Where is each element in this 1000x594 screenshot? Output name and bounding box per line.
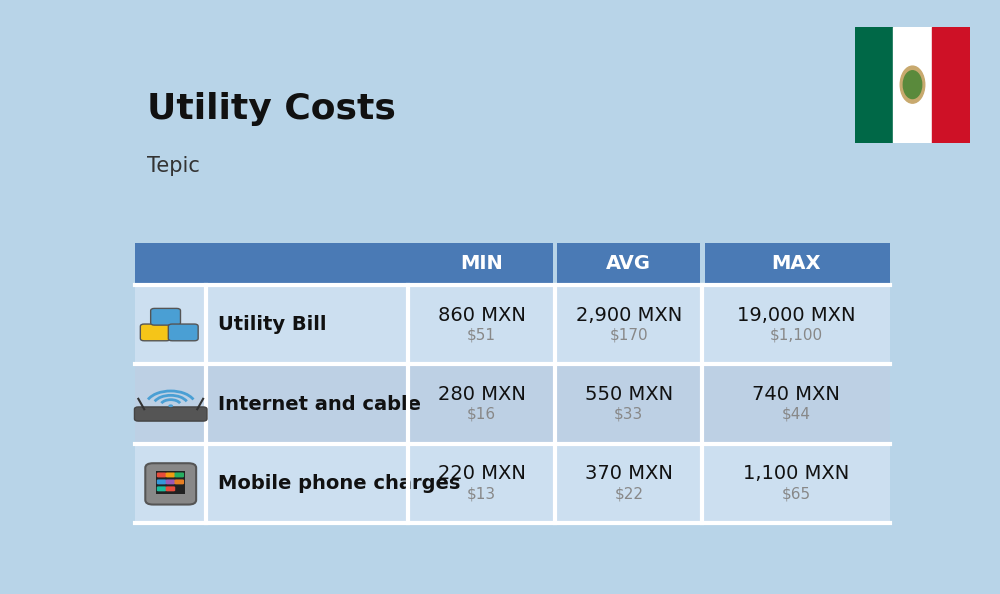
- FancyBboxPatch shape: [166, 486, 175, 491]
- Circle shape: [903, 71, 922, 99]
- Text: $22: $22: [614, 486, 643, 501]
- FancyBboxPatch shape: [157, 472, 166, 478]
- Text: Mobile phone charges: Mobile phone charges: [218, 474, 460, 493]
- Text: Utility Bill: Utility Bill: [218, 315, 326, 334]
- Text: Tepic: Tepic: [147, 156, 200, 176]
- FancyBboxPatch shape: [135, 364, 890, 444]
- FancyBboxPatch shape: [174, 479, 184, 484]
- FancyBboxPatch shape: [151, 308, 180, 325]
- Text: Utility Costs: Utility Costs: [147, 92, 396, 126]
- Text: Internet and cable: Internet and cable: [218, 394, 421, 413]
- Circle shape: [900, 66, 925, 103]
- Text: 220 MXN: 220 MXN: [438, 465, 525, 484]
- Text: $170: $170: [609, 327, 648, 342]
- Text: MIN: MIN: [460, 254, 503, 273]
- FancyBboxPatch shape: [135, 444, 890, 523]
- FancyBboxPatch shape: [166, 472, 175, 478]
- Circle shape: [168, 405, 173, 407]
- Text: 2,900 MXN: 2,900 MXN: [576, 305, 682, 324]
- FancyBboxPatch shape: [135, 285, 890, 364]
- Text: 740 MXN: 740 MXN: [752, 385, 840, 404]
- Text: $51: $51: [467, 327, 496, 342]
- Text: 370 MXN: 370 MXN: [585, 465, 673, 484]
- Text: $1,100: $1,100: [770, 327, 823, 342]
- Bar: [932, 27, 970, 143]
- FancyBboxPatch shape: [134, 407, 207, 421]
- Bar: [855, 27, 893, 143]
- Text: $13: $13: [467, 486, 496, 501]
- FancyBboxPatch shape: [700, 243, 705, 285]
- FancyBboxPatch shape: [168, 324, 198, 341]
- Text: MAX: MAX: [771, 254, 821, 273]
- Text: 860 MXN: 860 MXN: [438, 305, 525, 324]
- FancyBboxPatch shape: [166, 479, 175, 484]
- FancyBboxPatch shape: [553, 243, 557, 285]
- Text: AVG: AVG: [606, 254, 651, 273]
- Text: 19,000 MXN: 19,000 MXN: [737, 305, 855, 324]
- FancyBboxPatch shape: [157, 486, 166, 491]
- FancyBboxPatch shape: [135, 243, 890, 285]
- FancyBboxPatch shape: [140, 324, 170, 341]
- Bar: [893, 27, 932, 143]
- Text: 280 MXN: 280 MXN: [438, 385, 525, 404]
- FancyBboxPatch shape: [145, 463, 196, 504]
- Text: $65: $65: [782, 486, 811, 501]
- FancyBboxPatch shape: [156, 471, 185, 494]
- Text: 1,100 MXN: 1,100 MXN: [743, 465, 849, 484]
- Text: $16: $16: [467, 407, 496, 422]
- FancyBboxPatch shape: [157, 479, 166, 484]
- Text: $33: $33: [614, 407, 643, 422]
- FancyBboxPatch shape: [174, 472, 184, 478]
- Text: $44: $44: [782, 407, 811, 422]
- Text: 550 MXN: 550 MXN: [585, 385, 673, 404]
